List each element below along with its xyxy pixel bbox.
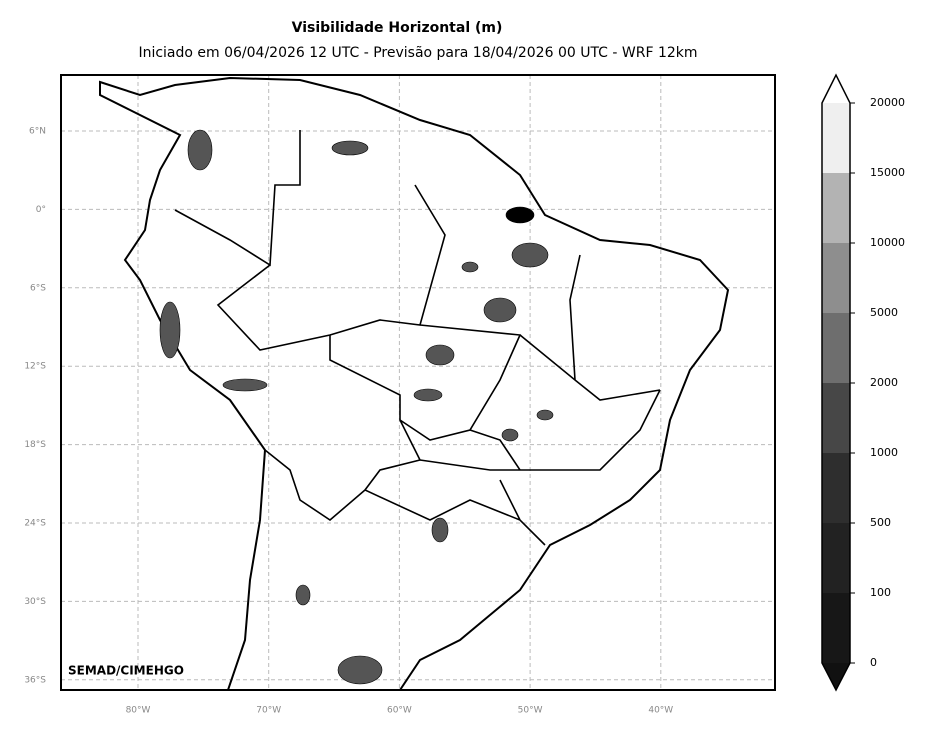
colorbar-label: 15000 bbox=[870, 166, 905, 179]
colorbar-segment bbox=[822, 313, 850, 383]
lon-label: 50°W bbox=[518, 706, 543, 716]
visibility-contours bbox=[159, 129, 554, 685]
colorbar-label: 5000 bbox=[870, 306, 898, 319]
subtitle: Iniciado em 06/04/2026 12 UTC - Previsão… bbox=[138, 45, 697, 61]
coastline bbox=[99, 76, 730, 690]
lat-label: 18°S bbox=[24, 440, 46, 450]
colorbar-extend-bottom bbox=[822, 663, 850, 690]
lon-label: 80°W bbox=[126, 706, 151, 716]
lat-label: 0° bbox=[36, 205, 46, 215]
lat-label: 6°S bbox=[30, 283, 46, 293]
lat-label: 24°S bbox=[24, 519, 46, 529]
credit: SEMAD/CIMEHGO bbox=[68, 664, 184, 678]
lon-label: 60°W bbox=[387, 706, 412, 716]
colorbar-segment bbox=[822, 593, 850, 663]
colorbar-extend-top bbox=[822, 75, 850, 103]
colorbar-label: 500 bbox=[870, 516, 891, 529]
colorbar: 0 100 500 1000 2000 5000 10000 15000 20000 bbox=[821, 73, 905, 692]
graticule: 6°N 0° 6°S 12°S 18°S 24°S 30°S 36°S 80°W 70°W 60°W… bbox=[24, 75, 775, 716]
lat-label: 30°S bbox=[24, 597, 46, 607]
colorbar-segment bbox=[822, 453, 850, 523]
colorbar-label: 20000 bbox=[870, 96, 905, 109]
map-frame bbox=[60, 74, 776, 691]
lat-label: 36°S bbox=[24, 675, 46, 685]
lat-label: 6°N bbox=[29, 127, 46, 137]
colorbar-segment bbox=[822, 173, 850, 243]
colorbar-label: 1000 bbox=[870, 446, 898, 459]
lon-label: 40°W bbox=[648, 706, 673, 716]
lat-label: 12°S bbox=[24, 362, 46, 372]
colorbar-label: 10000 bbox=[870, 236, 905, 249]
borders bbox=[174, 130, 661, 546]
title: Visibilidade Horizontal (m) bbox=[292, 20, 503, 36]
colorbar-segment bbox=[822, 383, 850, 453]
colorbar-label: 2000 bbox=[870, 376, 898, 389]
colorbar-segment bbox=[822, 243, 850, 313]
colorbar-segment bbox=[822, 103, 850, 173]
map-shapes bbox=[99, 76, 730, 690]
colorbar-segment bbox=[822, 523, 850, 593]
colorbar-label: 0 bbox=[870, 656, 877, 669]
lon-label: 70°W bbox=[256, 706, 281, 716]
colorbar-label: 100 bbox=[870, 586, 891, 599]
